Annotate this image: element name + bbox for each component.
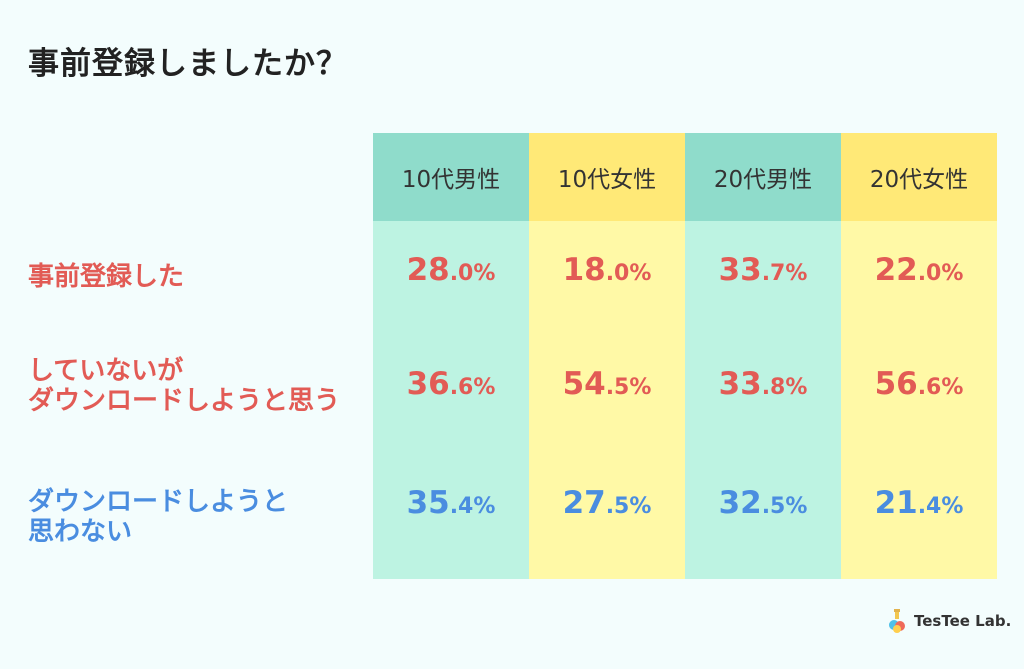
table-cell: 36.6%: [373, 366, 529, 402]
value-integer: 33: [718, 252, 762, 288]
table-cell: 27.5%: [529, 485, 685, 521]
table-cell: 28.0%: [373, 252, 529, 288]
value-decimal: .0%: [917, 261, 964, 286]
row-label-line: 思わない: [28, 517, 133, 547]
table-cell: 32.5%: [685, 485, 841, 521]
value-integer: 21: [874, 485, 918, 521]
row-label: 事前登録した: [28, 262, 184, 292]
value-integer: 18: [562, 252, 606, 288]
value-decimal: .0%: [605, 261, 652, 286]
page-title: 事前登録しましたか？: [28, 46, 348, 82]
row-label-line: していないが: [28, 356, 184, 386]
brand-name: TesTee Lab.: [914, 612, 1012, 630]
value-decimal: .4%: [449, 494, 496, 519]
row-label-line: ダウンロードしようと: [28, 487, 289, 517]
table-cell: 54.5%: [529, 366, 685, 402]
value-integer: 54: [562, 366, 606, 402]
value-decimal: .6%: [917, 375, 964, 400]
value-decimal: .4%: [917, 494, 964, 519]
table-cell: 56.6%: [841, 366, 997, 402]
value-integer: 22: [874, 252, 918, 288]
value-decimal: .5%: [605, 375, 652, 400]
value-decimal: .0%: [449, 261, 496, 286]
row-label: ダウンロードしようと 思わない: [28, 487, 288, 547]
value-decimal: .8%: [761, 375, 808, 400]
table-cell: 33.8%: [685, 366, 841, 402]
row-label-line: 事前登録した: [28, 262, 185, 292]
column-header: 20代男性: [685, 133, 841, 221]
table-cell: 22.0%: [841, 252, 997, 288]
value-integer: 27: [562, 485, 606, 521]
flask-icon: [889, 609, 905, 633]
value-integer: 32: [718, 485, 762, 521]
value-integer: 36: [406, 366, 450, 402]
row-label-line: ダウンロードしようと思う: [28, 386, 341, 416]
value-integer: 35: [406, 485, 450, 521]
value-integer: 33: [718, 366, 762, 402]
value-decimal: .7%: [761, 261, 808, 286]
row-label: していないが ダウンロードしようと思う: [28, 356, 340, 416]
column-header: 10代男性: [373, 133, 529, 221]
value-integer: 28: [406, 252, 450, 288]
brand-logo: TesTee Lab.: [886, 608, 1011, 634]
value-decimal: .5%: [761, 494, 808, 519]
value-decimal: .6%: [449, 375, 496, 400]
column-header: 10代女性: [529, 133, 685, 221]
table-cell: 21.4%: [841, 485, 997, 521]
value-decimal: .5%: [605, 494, 652, 519]
column-header: 20代女性: [841, 133, 997, 221]
table-cell: 33.7%: [685, 252, 841, 288]
table-cell: 35.4%: [373, 485, 529, 521]
table-cell: 18.0%: [529, 252, 685, 288]
value-integer: 56: [874, 366, 918, 402]
